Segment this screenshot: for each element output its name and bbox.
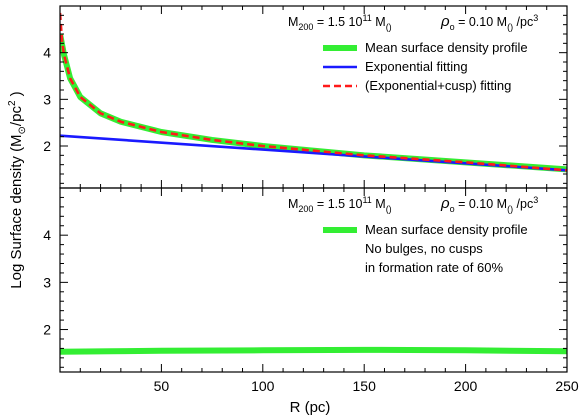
y-tick-label: 3 — [43, 91, 51, 107]
halo-mass-m200-sub: 200 — [298, 204, 313, 214]
y-tick-label: 4 — [43, 227, 51, 243]
halo-mass-m200-exp: 11 — [362, 13, 371, 23]
halo-mass-m200-prefix: M — [288, 15, 298, 29]
halo-mass-label: M200 = 1.5 1011 M() — [288, 195, 392, 214]
x-tick-label: 100 — [251, 378, 275, 394]
central-density-rho-sub: o — [450, 22, 455, 32]
central-density-rho-symbol: ρ — [440, 13, 450, 30]
y-axis-label-sup: 2 — [7, 100, 18, 106]
central-density-rho-sub: o — [450, 204, 455, 214]
central-density-label: ρo = 0.10 M() /pc3 — [440, 195, 538, 214]
central-density-label: ρo = 0.10 M() /pc3 — [440, 13, 538, 32]
x-tick-label: 50 — [154, 378, 170, 394]
x-tick-label: 250 — [555, 378, 579, 394]
y-axis-label: Log Surface density (M⊙/pc2 ) — [7, 91, 28, 288]
central-density-rho-unit-sub: () — [507, 22, 513, 32]
halo-mass-m200-value: = 1.5 10 — [313, 197, 362, 211]
central-density-rho-per: /pc — [513, 197, 533, 211]
halo-mass-m200-sub: 200 — [298, 22, 313, 32]
halo-mass-m200-unit-sub: () — [386, 22, 392, 32]
y-tick-label: 4 — [43, 45, 51, 61]
central-density-rho-value: = 0.10 M — [455, 197, 507, 211]
y-axis-label-sun-sub: ⊙ — [17, 126, 28, 134]
halo-mass-m200-exp: 11 — [362, 195, 371, 205]
halo-mass-m200-unit: M — [372, 197, 386, 211]
legend-label: (Exponential+cusp) fitting — [365, 78, 511, 93]
y-axis-label-suffix: ) — [8, 91, 25, 100]
central-density-rho-unit-sub: () — [507, 204, 513, 214]
plot-frame — [59, 187, 568, 373]
series-line-mean-surface-density-profile — [60, 346, 567, 355]
y-axis-label-mid: /pc — [8, 106, 25, 127]
x-tick-label: 200 — [454, 378, 478, 394]
y-tick-label: 3 — [43, 274, 51, 290]
halo-mass-m200-unit: M — [372, 15, 386, 29]
halo-mass-m200-prefix: M — [288, 197, 298, 211]
legend-label: Mean surface density profile — [365, 40, 528, 55]
panel-note: in formation rate of 60% — [365, 260, 503, 275]
halo-mass-label: M200 = 1.5 1011 M() — [288, 13, 392, 32]
y-axis-label-prefix: Log Surface density (M — [8, 134, 25, 288]
x-axis-label: R (pc) — [290, 399, 331, 416]
legend-label: Exponential fitting — [365, 59, 468, 74]
central-density-rho-per-sup: 3 — [533, 13, 538, 23]
halo-mass-m200-value: = 1.5 10 — [313, 15, 362, 29]
y-tick-label: 2 — [43, 322, 51, 338]
y-tick-label: 2 — [43, 138, 51, 154]
panel-note: No bulges, no cusps — [365, 241, 483, 256]
central-density-rho-per: /pc — [513, 15, 533, 29]
central-density-rho-symbol: ρ — [440, 195, 450, 212]
halo-mass-m200-unit-sub: () — [386, 204, 392, 214]
plot-frame — [59, 5, 568, 189]
central-density-rho-per-sup: 3 — [533, 195, 538, 205]
series-line-exponential-cusp-fitting — [60, 12, 567, 172]
central-density-rho-value: = 0.10 M — [455, 15, 507, 29]
x-tick-label: 150 — [353, 378, 377, 394]
legend-label: Mean surface density profile — [365, 222, 528, 237]
